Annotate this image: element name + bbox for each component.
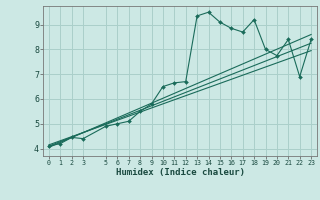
X-axis label: Humidex (Indice chaleur): Humidex (Indice chaleur) (116, 168, 244, 177)
